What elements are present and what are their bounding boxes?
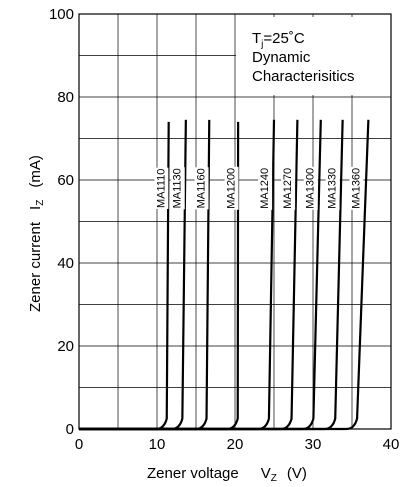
series-curve-ma1330 — [79, 119, 344, 431]
series-label-ma1270: MA1270 — [282, 168, 294, 209]
series-labels: MA1110 MA1130 MA1160 MA1200 MA1240 MA1270 MA13… — [154, 166, 364, 210]
condition-temperature-sub: j — [260, 39, 263, 50]
series-label-ma1300: MA1300 — [305, 168, 317, 209]
series-label-background — [194, 167, 209, 210]
series-label-ma1360: MA1360 — [350, 168, 362, 209]
x-tick-label: 10 — [149, 436, 166, 453]
series-label-ma1160: MA1160 — [196, 168, 208, 208]
x-axis-label: Zener voltage VZ (V) — [147, 465, 307, 484]
plot-frame — [78, 13, 392, 430]
y-tick-label: 80 — [57, 89, 74, 106]
series-curve-ma1270 — [79, 119, 299, 431]
series-label-ma1200: MA1200 — [226, 168, 238, 209]
condition-characteristics: Characterisitics — [252, 68, 355, 85]
y-tick-label: 40 — [57, 255, 74, 272]
series-curves — [79, 119, 370, 431]
tick-labels: 0 10 20 30 40 0 20 40 60 80 100 — [49, 6, 399, 453]
series-curve-ma1300 — [79, 119, 322, 431]
series-label-background — [170, 167, 185, 210]
series-label-ma1330: MA1330 — [327, 168, 339, 209]
series-label-background — [154, 167, 169, 209]
series-curve-ma1160 — [79, 119, 211, 431]
series-label-background — [303, 166, 318, 210]
x-tick-label: 0 — [75, 436, 83, 453]
series-label-background — [224, 166, 239, 210]
condition-dynamic: Dynamic — [252, 49, 311, 66]
series-curve-ma1130 — [79, 119, 187, 431]
condition-temperature: Tj=25˚C — [252, 30, 305, 50]
x-tick-label: 20 — [227, 436, 244, 453]
x-tick-label: 30 — [305, 436, 322, 453]
series-label-ma1110: MA1110 — [155, 169, 167, 208]
conditions-box — [236, 17, 391, 95]
series-curve-ma1240 — [79, 119, 276, 431]
series-label-background — [325, 166, 340, 210]
series-label-ma1240: MA1240 — [259, 168, 271, 209]
series-label-ma1130: MA1130 — [172, 168, 184, 208]
y-tick-label: 0 — [66, 421, 74, 438]
y-tick-label: 20 — [57, 338, 74, 355]
y-axis-label: Zener currentIZ(mA) — [27, 155, 46, 312]
series-label-background — [281, 166, 296, 210]
y-tick-label: 60 — [57, 172, 74, 189]
y-tick-label: 100 — [49, 6, 74, 23]
series-curve-ma1360 — [79, 119, 370, 431]
series-label-background — [258, 166, 273, 210]
series-label-background — [349, 166, 364, 210]
x-tick-label: 40 — [383, 436, 400, 453]
